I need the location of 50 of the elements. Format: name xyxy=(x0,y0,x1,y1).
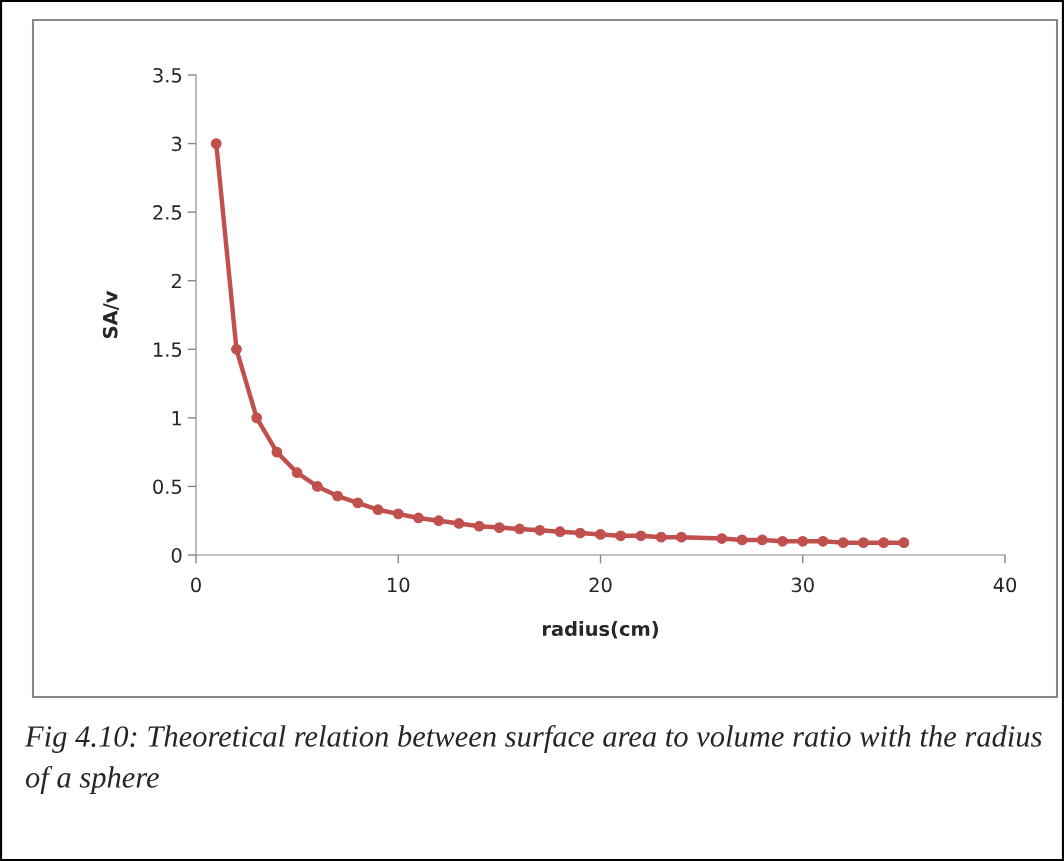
y-tick-label: 2.5 xyxy=(153,205,182,220)
point xyxy=(433,515,445,527)
x-tick-label: 30 xyxy=(791,577,814,593)
point xyxy=(635,530,647,542)
y-axis-title: SA/v xyxy=(102,290,120,339)
point xyxy=(514,523,525,535)
point xyxy=(655,531,667,543)
point xyxy=(372,504,384,516)
point xyxy=(413,512,424,524)
y-tick-label: 2 xyxy=(171,273,181,289)
point xyxy=(615,530,627,542)
point xyxy=(716,533,728,544)
point xyxy=(473,520,485,532)
y-tick-label: 3 xyxy=(171,136,182,152)
point xyxy=(210,138,222,149)
point xyxy=(574,527,586,539)
point xyxy=(554,526,566,538)
point xyxy=(332,490,343,502)
x-tick-label: 0 xyxy=(191,577,201,593)
point xyxy=(311,481,323,492)
point xyxy=(837,537,849,549)
point xyxy=(392,508,404,520)
point xyxy=(736,534,748,546)
point xyxy=(352,497,364,509)
point xyxy=(595,529,606,540)
point xyxy=(676,531,687,543)
point xyxy=(251,412,263,424)
point xyxy=(534,524,546,536)
y-tick-label: 3.5 xyxy=(153,67,182,83)
x-axis-title: radius(cm) xyxy=(543,621,658,639)
point xyxy=(453,518,465,529)
point xyxy=(898,537,910,549)
y-tick-label: 0.5 xyxy=(153,479,182,495)
y-tick-label: 1 xyxy=(172,411,182,426)
point xyxy=(493,522,505,533)
x-tick-label: 20 xyxy=(589,577,612,593)
point xyxy=(271,446,283,458)
x-tick-label: 40 xyxy=(993,577,1017,593)
point xyxy=(878,537,890,549)
x-tick-label: 10 xyxy=(388,577,410,593)
point xyxy=(291,467,303,479)
point xyxy=(797,535,809,547)
y-tick-label: 0 xyxy=(171,547,182,563)
point xyxy=(817,535,829,547)
point xyxy=(858,537,869,549)
y-tick-label: 1.5 xyxy=(154,342,182,357)
point xyxy=(777,535,788,547)
caption: Fig 4.10: Theoretical relation between surface area to volume ratio with the radius of a sphere xyxy=(24,725,1042,794)
point xyxy=(231,343,242,355)
point xyxy=(756,534,768,546)
